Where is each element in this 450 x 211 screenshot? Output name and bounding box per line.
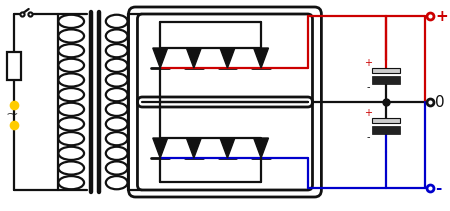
Ellipse shape — [106, 73, 127, 87]
Ellipse shape — [58, 59, 84, 72]
Polygon shape — [153, 48, 167, 68]
Polygon shape — [254, 48, 269, 68]
FancyBboxPatch shape — [129, 7, 321, 197]
Ellipse shape — [106, 176, 127, 189]
Ellipse shape — [106, 117, 127, 131]
Ellipse shape — [106, 147, 127, 160]
Ellipse shape — [106, 132, 127, 145]
Text: ~: ~ — [5, 108, 18, 122]
Ellipse shape — [106, 15, 127, 28]
Polygon shape — [186, 48, 201, 68]
FancyBboxPatch shape — [7, 52, 21, 80]
Ellipse shape — [58, 117, 84, 131]
Ellipse shape — [58, 161, 84, 174]
Ellipse shape — [106, 44, 127, 57]
Ellipse shape — [58, 29, 84, 43]
Ellipse shape — [58, 132, 84, 145]
Text: -: - — [366, 82, 369, 92]
FancyBboxPatch shape — [372, 118, 400, 123]
Text: -: - — [435, 180, 441, 196]
Ellipse shape — [106, 29, 127, 43]
Polygon shape — [254, 138, 269, 158]
Text: 0: 0 — [435, 95, 445, 110]
Ellipse shape — [106, 103, 127, 116]
Ellipse shape — [58, 15, 84, 28]
FancyBboxPatch shape — [372, 76, 400, 84]
Ellipse shape — [58, 176, 84, 189]
Ellipse shape — [106, 59, 127, 72]
Polygon shape — [153, 138, 167, 158]
Ellipse shape — [106, 88, 127, 101]
Ellipse shape — [58, 73, 84, 87]
Ellipse shape — [58, 88, 84, 101]
Ellipse shape — [58, 147, 84, 160]
Text: +: + — [364, 58, 372, 68]
Ellipse shape — [58, 103, 84, 116]
Text: +: + — [364, 108, 372, 118]
Polygon shape — [220, 138, 235, 158]
Text: -: - — [366, 132, 369, 142]
Ellipse shape — [106, 161, 127, 174]
Text: +: + — [435, 8, 448, 23]
Ellipse shape — [58, 44, 84, 57]
FancyBboxPatch shape — [372, 68, 400, 73]
FancyBboxPatch shape — [372, 126, 400, 134]
Polygon shape — [186, 138, 201, 158]
Polygon shape — [220, 48, 235, 68]
